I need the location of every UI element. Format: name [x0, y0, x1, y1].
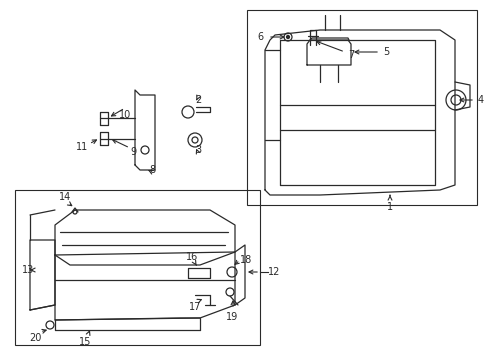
Text: 20: 20 [29, 333, 41, 343]
Text: 5: 5 [382, 47, 388, 57]
Text: 6: 6 [256, 32, 263, 42]
Bar [246, 10, 476, 205]
Text: 9: 9 [130, 147, 136, 157]
Text: 7: 7 [347, 50, 353, 60]
Text: 16: 16 [185, 252, 198, 262]
Text: 3: 3 [195, 145, 201, 155]
Text: 12: 12 [267, 267, 280, 277]
Text: 2: 2 [195, 95, 201, 105]
Circle shape [286, 36, 289, 39]
Text: 17: 17 [188, 302, 201, 312]
Text: 11: 11 [76, 142, 88, 152]
Text: 8: 8 [149, 165, 155, 175]
Bar [15, 190, 260, 345]
Text: 18: 18 [240, 255, 252, 265]
Text: 1: 1 [386, 202, 392, 212]
Text: 13: 13 [22, 265, 34, 275]
Text: 14: 14 [59, 192, 71, 202]
Text: 4: 4 [477, 95, 483, 105]
Text: 10: 10 [119, 110, 131, 120]
Text: 15: 15 [79, 337, 91, 347]
Text: 19: 19 [225, 312, 238, 322]
